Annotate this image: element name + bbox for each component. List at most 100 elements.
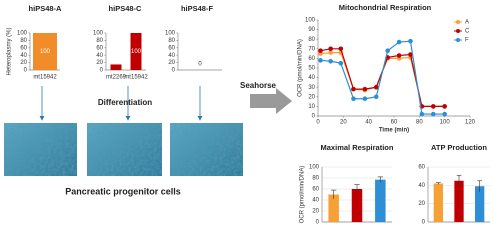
marker <box>338 46 344 52</box>
y-tick-label: 0 <box>24 68 28 74</box>
y-tick-label: 60 <box>308 56 315 62</box>
x-tick-label: 60 <box>391 120 398 126</box>
y-tick-label: 80 <box>168 38 175 44</box>
y-tick-label: 40 <box>308 75 315 81</box>
x-tick-label: mt15942 <box>124 75 148 81</box>
figure: Differentiation Seahorse Pancreatic prog… <box>4 3 490 226</box>
y-tick-label: 60 <box>168 45 175 51</box>
marker <box>351 96 356 102</box>
legend-label: A <box>465 20 469 26</box>
bar <box>454 180 464 222</box>
bar <box>110 64 122 70</box>
y-tick-label: 40 <box>96 53 103 59</box>
y-axis-label: OCR (pmol/min/DNA) <box>298 39 304 97</box>
y-tick-label: 80 <box>308 37 315 43</box>
value-label: 100 <box>131 49 142 55</box>
y-tick-label: 10 <box>308 104 315 110</box>
x-tick-label: mt2269 <box>106 75 127 81</box>
y-tick-label: 50 <box>308 66 315 72</box>
marker <box>318 48 323 54</box>
chart-title: ATP Production <box>431 143 487 152</box>
bar <box>328 194 339 222</box>
y-tick-label: 60 <box>96 45 103 51</box>
marker <box>328 46 333 52</box>
marker <box>328 58 333 64</box>
y-tick-label: 60 <box>418 165 425 171</box>
y-tick-label: 20 <box>20 60 27 66</box>
marker <box>430 104 436 109</box>
marker <box>430 111 436 117</box>
marker <box>442 111 447 117</box>
legend-label: C <box>465 29 470 35</box>
marker <box>338 60 344 66</box>
bar <box>375 179 386 222</box>
differentiation-label: Differentiation <box>98 98 152 107</box>
bar <box>130 33 142 70</box>
cell-image <box>170 123 243 176</box>
x-tick-label: mt15942 <box>33 75 57 81</box>
y-tick-label: 30 <box>308 85 315 91</box>
y-tick-label: 80 <box>312 176 319 182</box>
y-axis-label: Heteroplasmy (%) <box>7 27 13 75</box>
y-tick-label: 100 <box>309 165 320 171</box>
y-tick-label: 80 <box>20 38 27 44</box>
series-line <box>320 52 445 107</box>
chart-title: Mitochondrial Respiration <box>339 3 432 12</box>
y-tick-label: 40 <box>418 183 425 189</box>
y-tick-label: 100 <box>17 31 28 37</box>
marker <box>396 39 402 45</box>
x-tick-label: 40 <box>365 120 372 126</box>
series-line <box>320 48 445 107</box>
chart-title: Maximal Respiration <box>321 143 394 152</box>
legend-marker <box>456 29 460 33</box>
y-tick-label: 0 <box>172 68 176 74</box>
x-tick-label: 120 <box>465 120 476 126</box>
y-tick-label: 100 <box>93 31 104 37</box>
x-tick-label: 100 <box>440 120 451 126</box>
chart-title: hiPS48-A <box>29 4 63 13</box>
y-tick-label: 20 <box>96 60 103 66</box>
marker <box>408 38 413 44</box>
seahorse-label: Seahorse <box>240 81 277 90</box>
y-axis-label: OCR (pmol/min/DNA) <box>300 166 306 224</box>
arrows <box>39 86 203 121</box>
y-tick-label: 20 <box>312 209 319 215</box>
marker <box>408 52 413 57</box>
cells-label: Pancreatic progenitor cells <box>65 186 181 196</box>
legend-marker <box>456 38 460 42</box>
x-tick-label: 0 <box>316 120 320 126</box>
bar <box>33 33 57 70</box>
marker <box>373 94 379 100</box>
chart-title: hiPS48-C <box>109 4 143 13</box>
y-tick-label: 100 <box>305 18 316 24</box>
cell-image <box>4 123 77 176</box>
marker <box>362 86 368 92</box>
marker <box>442 104 447 109</box>
y-tick-label: 40 <box>312 198 319 204</box>
chart-title: hiPS48-F <box>181 4 214 13</box>
y-tick-label: 0 <box>316 220 320 226</box>
y-tick-label: 20 <box>308 94 315 100</box>
marker <box>351 86 356 92</box>
big-arrow <box>250 88 292 114</box>
y-tick-label: 90 <box>308 27 315 33</box>
marker <box>385 48 390 54</box>
y-tick-label: 0 <box>100 68 104 74</box>
marker <box>318 58 323 63</box>
y-tick-label: 80 <box>96 38 103 44</box>
y-tick-label: 20 <box>418 201 425 207</box>
y-tick-label: 20 <box>168 60 175 66</box>
value-label: 100 <box>40 49 51 55</box>
marker <box>396 53 402 58</box>
bar <box>351 189 363 222</box>
legend-marker <box>456 20 460 24</box>
marker <box>328 50 333 55</box>
x-axis-label: Time (min) <box>379 128 409 134</box>
marker <box>373 84 379 90</box>
marker <box>419 111 425 117</box>
y-tick-label: 60 <box>20 45 27 51</box>
legend-label: F <box>465 38 469 44</box>
y-tick-label: 70 <box>308 46 315 52</box>
bar <box>433 183 443 222</box>
cell-image <box>87 123 162 176</box>
